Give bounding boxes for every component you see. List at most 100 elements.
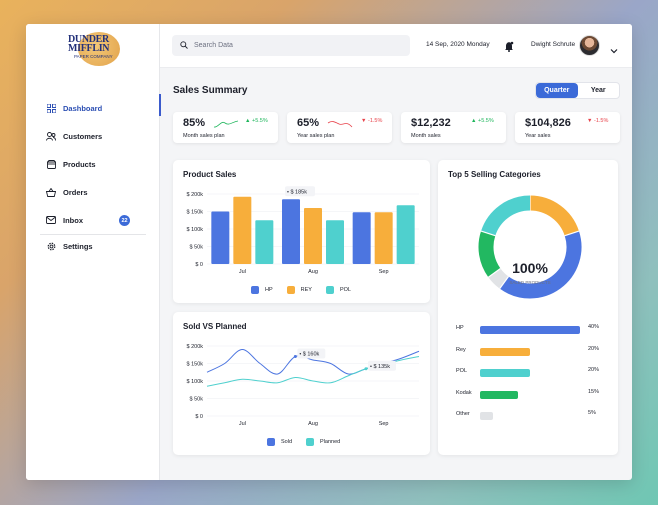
page-title: Sales Summary bbox=[173, 85, 248, 96]
bar-pol bbox=[326, 220, 344, 264]
x-tick-label: Jul bbox=[239, 269, 246, 275]
kpi-label: Year sales plan bbox=[297, 133, 335, 139]
sidebar-item-label: Inbox bbox=[63, 215, 83, 225]
y-tick-label: $ 150k bbox=[186, 210, 203, 216]
kpi-change-value: +5.5% bbox=[251, 118, 268, 124]
y-tick-label: $ 100k bbox=[186, 379, 203, 385]
category-name: Rey bbox=[456, 346, 466, 353]
tooltip-bg bbox=[368, 360, 396, 371]
slice-separator bbox=[487, 267, 501, 278]
kpi-label: Month sales plan bbox=[183, 133, 225, 139]
top-bar: Search Data 14 Sep, 2020 Monday Dwight S… bbox=[160, 24, 632, 68]
company-logo[interactable]: DUNDER MIFFLIN PAPER COMPANY bbox=[68, 30, 122, 66]
legend-label: POL bbox=[339, 287, 351, 293]
legend-item-rey[interactable]: REY bbox=[286, 286, 312, 294]
gear-icon bbox=[46, 241, 56, 251]
donut-center-label: SALED PRODUCTS bbox=[509, 280, 551, 285]
donut-chart bbox=[478, 195, 582, 299]
tooltip-label: • $ 160k bbox=[299, 352, 319, 358]
category-name: Other bbox=[456, 411, 470, 417]
sidebar-divider bbox=[40, 234, 146, 235]
legend-label: REY bbox=[300, 287, 312, 293]
trend-up-icon: ▲ bbox=[471, 118, 478, 124]
period-toggle: Quarter Year bbox=[535, 82, 620, 99]
bar-hp bbox=[282, 199, 300, 264]
legend-swatch bbox=[306, 438, 315, 446]
user-name[interactable]: Dwight Schrute bbox=[531, 41, 576, 48]
y-tick-label: $ 200k bbox=[186, 192, 203, 198]
category-row: Other 5% bbox=[438, 409, 618, 421]
bar-pol bbox=[255, 220, 274, 264]
sidebar-item-settings[interactable]: Settings bbox=[26, 235, 160, 257]
slice-separator bbox=[564, 230, 580, 237]
line-chart: $ 200k $ 150k $ 100k $ 50k $ 0 Jul Aug Sep • $ 1… bbox=[186, 344, 420, 427]
logo-line-1: DUNDER bbox=[68, 34, 109, 45]
x-tick-label: Aug bbox=[308, 421, 318, 427]
sidebar-item-customers[interactable]: Customers bbox=[26, 122, 160, 150]
sidebar-item-label: Customers bbox=[63, 131, 103, 141]
legend-label: Sold bbox=[281, 439, 293, 445]
search-icon bbox=[180, 40, 188, 51]
dashboard-icon bbox=[46, 103, 56, 113]
bar-rey bbox=[233, 196, 252, 264]
top-categories-card: Top 5 Selling Categories 100% SALED PROD… bbox=[438, 160, 618, 455]
bar-rey bbox=[374, 212, 393, 264]
sidebar-item-inbox[interactable]: Inbox 22 bbox=[26, 206, 160, 234]
tooltip-label: • $ 135k bbox=[370, 364, 390, 370]
kpi-card: 85% ▲ +5.5% Month sales plan bbox=[173, 112, 278, 143]
trend-up-icon: ▲ bbox=[245, 118, 252, 124]
sidebar-item-dashboard[interactable]: Dashboard bbox=[26, 94, 161, 122]
logo-line-3: PAPER COMPANY bbox=[74, 54, 113, 59]
legend-item-planned[interactable]: Planned bbox=[306, 438, 340, 446]
legend-item-hp[interactable]: HP bbox=[251, 286, 273, 294]
y-tick-label: $ 100k bbox=[186, 227, 203, 233]
donut-slice-pol bbox=[481, 195, 531, 237]
category-percent: 20% bbox=[588, 367, 600, 373]
period-quarter-button[interactable]: Quarter bbox=[536, 83, 578, 98]
kpi-change: ▲ +5.5% bbox=[471, 118, 494, 124]
sidebar-item-products[interactable]: Products bbox=[26, 150, 160, 178]
avatar[interactable] bbox=[579, 35, 600, 56]
annotation-point bbox=[293, 355, 297, 358]
period-year-button[interactable]: Year bbox=[590, 87, 606, 94]
donut-slice-hp bbox=[499, 231, 582, 299]
donut-slice-kodak bbox=[478, 231, 501, 278]
chart-title: Product Sales bbox=[183, 170, 237, 179]
sidebar: DUNDER MIFFLIN PAPER COMPANY Dashboard C… bbox=[26, 24, 161, 480]
sidebar-item-orders[interactable]: Orders bbox=[26, 178, 160, 206]
users-icon bbox=[46, 131, 56, 141]
x-tick-label: Sep bbox=[379, 269, 389, 275]
kpi-value: 65% bbox=[297, 117, 320, 129]
chevron-down-icon[interactable] bbox=[610, 41, 618, 59]
legend-swatch bbox=[325, 286, 334, 294]
legend-item-sold[interactable]: Sold bbox=[267, 438, 292, 446]
legend-label: HP bbox=[265, 287, 273, 293]
kpi-value: $12,232 bbox=[411, 117, 451, 129]
category-name: HP bbox=[456, 325, 464, 331]
search-input[interactable]: Search Data bbox=[172, 35, 410, 56]
category-bar bbox=[480, 347, 530, 356]
sparkline-down bbox=[327, 121, 353, 128]
category-percent: 20% bbox=[588, 345, 600, 352]
category-row: HP 40% bbox=[438, 323, 618, 335]
sidebar-item-label: Dashboard bbox=[63, 103, 103, 113]
search-placeholder: Search Data bbox=[194, 42, 233, 49]
y-tick-label: $ 0 bbox=[195, 262, 203, 268]
slice-separator bbox=[480, 230, 496, 237]
inbox-count-badge: 22 bbox=[119, 215, 130, 226]
kpi-value: 85% bbox=[183, 117, 206, 129]
logo-line-2: MIFFLIN bbox=[68, 43, 110, 54]
legend-item-pol[interactable]: POL bbox=[325, 286, 351, 294]
kpi-change: ▼ -1.5% bbox=[587, 118, 608, 124]
kpi-card: $104,826 ▼ -1.5% Year sales bbox=[515, 112, 620, 143]
category-row: Kodak 15% bbox=[438, 388, 618, 400]
y-tick-label: $ 200k bbox=[186, 344, 203, 350]
bar-pol bbox=[396, 205, 415, 264]
bell-icon[interactable] bbox=[504, 39, 514, 57]
category-bar bbox=[480, 412, 493, 420]
x-tick-label: Sep bbox=[379, 421, 389, 427]
bar-chart: $ 200k $ 150k $ 100k $ 50k $ 0 Jul Aug Sep • $ 1… bbox=[186, 186, 419, 275]
basket-icon bbox=[46, 187, 56, 197]
sidebar-nav: Dashboard Customers Products Orders bbox=[26, 94, 161, 257]
chart-legend: HP REY POL bbox=[251, 286, 365, 294]
